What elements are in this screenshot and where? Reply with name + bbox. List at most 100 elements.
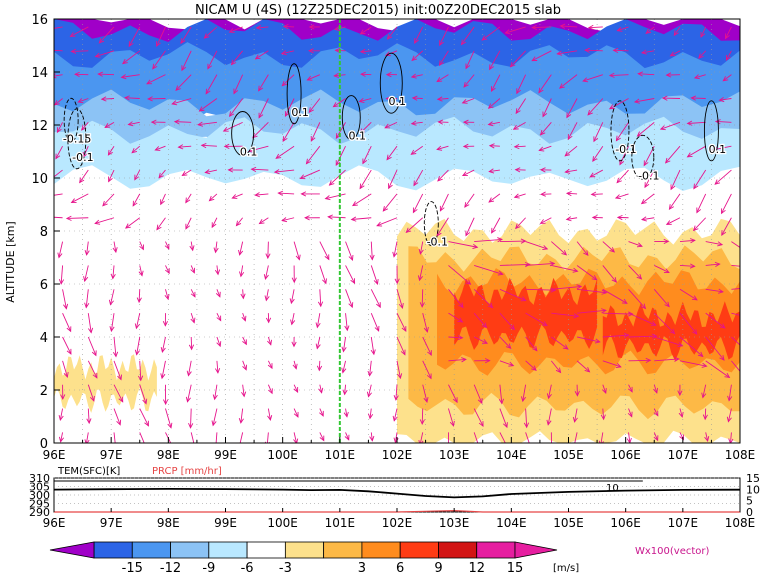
wind-vector	[215, 432, 218, 443]
contour-label: 0.1	[291, 106, 309, 119]
wind-vector	[384, 121, 398, 129]
surface-x-tick-label: 107E	[668, 516, 699, 530]
colorbar-tick-label: -9	[202, 561, 215, 575]
wind-vector	[473, 288, 494, 309]
contour-label: -0.1	[72, 151, 93, 164]
wind-vector	[62, 312, 72, 333]
wind-vector	[550, 432, 552, 443]
wind-vector	[214, 360, 221, 374]
wind-vector	[65, 215, 89, 221]
wind-vector	[342, 384, 348, 396]
wind-vector	[185, 384, 192, 403]
wind-vector	[84, 432, 90, 443]
wind-vector	[653, 312, 676, 335]
wind-vector	[238, 408, 244, 424]
surface-y-tick-label: 295	[29, 498, 50, 511]
colorbar-tick-label: 6	[396, 561, 404, 575]
wind-vector	[139, 241, 144, 251]
wind-vector	[412, 193, 424, 214]
wind-vector	[158, 169, 166, 179]
wind-vector	[58, 432, 65, 443]
wind-vector	[705, 241, 724, 247]
wind-vector	[531, 24, 552, 31]
wind-vector	[173, 119, 192, 125]
wind-vector	[290, 313, 296, 326]
wind-vector	[359, 169, 372, 190]
wind-vector	[616, 214, 629, 221]
wind-vector	[628, 312, 657, 326]
wind-vector	[439, 26, 449, 47]
wind-vector	[185, 217, 192, 230]
wind-vector	[616, 169, 629, 184]
wind-vector	[640, 216, 655, 222]
wind-vector	[345, 265, 356, 285]
wind-vector	[705, 288, 724, 294]
wind-vector	[525, 241, 549, 250]
wind-vector	[392, 408, 398, 422]
wind-vector	[83, 265, 89, 283]
wind-vector	[504, 26, 526, 35]
wind-vector	[410, 145, 423, 155]
wind-vector	[679, 238, 696, 244]
wind-vector	[499, 432, 506, 443]
wind-vector	[465, 217, 475, 237]
wind-vector	[628, 289, 647, 310]
wind-vector	[608, 98, 629, 110]
wind-vector	[315, 336, 321, 350]
contour-line	[67, 108, 87, 170]
wind-vector	[714, 169, 732, 185]
wind-vector	[318, 384, 324, 394]
wind-vector	[540, 191, 552, 197]
wind-vector	[54, 216, 63, 219]
wind-vector	[265, 241, 271, 260]
wind-vector	[341, 360, 347, 374]
wind-vector	[186, 360, 192, 377]
wind-vector	[160, 336, 166, 353]
surface-x-tick-label: 99E	[214, 516, 237, 530]
wind-vector	[664, 145, 681, 164]
wind-vector	[254, 50, 269, 60]
wind-vector	[448, 265, 472, 285]
wind-vector	[108, 169, 115, 183]
contour-label: -0.15	[63, 132, 91, 145]
surface-y-tick-label: 310	[29, 472, 50, 485]
wind-vector	[231, 193, 243, 199]
wind-vector	[551, 336, 569, 350]
wind-vector	[411, 50, 424, 62]
wind-vector	[731, 288, 740, 290]
contour-line	[379, 52, 403, 114]
wind-vector	[110, 265, 116, 280]
wind-vector	[358, 97, 372, 103]
wind-vector	[350, 216, 372, 222]
wind-vector	[422, 313, 429, 333]
wind-vector	[137, 360, 144, 382]
contour-line	[631, 134, 655, 180]
wind-vector	[308, 48, 320, 54]
wind-vector	[277, 190, 295, 196]
wind-vector	[567, 122, 578, 141]
colorbar-tick-label: -3	[279, 561, 292, 575]
wind-vector	[385, 72, 398, 78]
wind-vector	[134, 336, 141, 356]
surface-x-tick-label: 96E	[43, 516, 66, 530]
wind-vector	[693, 169, 707, 190]
wind-vector	[556, 50, 578, 56]
wind-vector	[122, 50, 141, 65]
wind-vector	[86, 408, 92, 425]
colorbar-cell	[93, 541, 133, 559]
wind-vector	[57, 241, 64, 259]
y-tick-label: 8	[40, 225, 48, 240]
wind-vector	[108, 289, 115, 306]
wind-vector	[587, 98, 604, 116]
wind-vector	[499, 288, 527, 302]
wind-vector	[701, 384, 707, 399]
wind-vector	[273, 169, 295, 175]
wind-vector	[577, 288, 608, 295]
wind-vector	[265, 313, 272, 324]
colorbar-cell	[246, 541, 286, 559]
y-tick-label: 10	[31, 172, 48, 187]
shade-band-12	[454, 277, 598, 350]
surface-y2-tick-label: 0	[746, 506, 753, 519]
wind-vector	[565, 216, 578, 222]
wind-vector	[705, 336, 725, 361]
